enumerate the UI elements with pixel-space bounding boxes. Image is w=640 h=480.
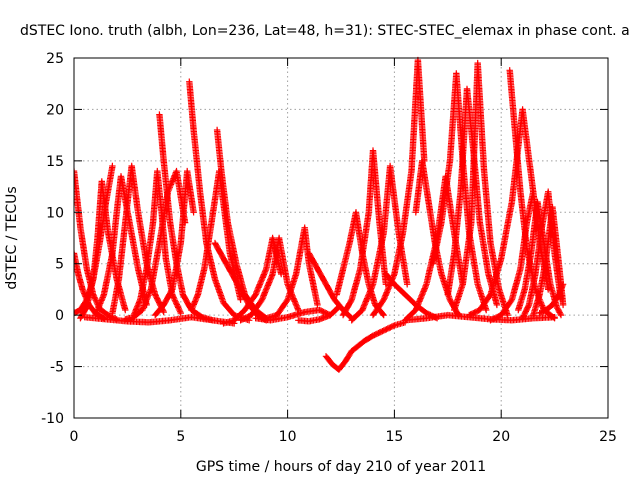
- x-axis-label: GPS time / hours of day 210 of year 2011: [196, 459, 486, 475]
- y-tick-label: -5: [50, 360, 64, 376]
- ticks: [73, 57, 609, 419]
- x-tick-label: 15: [385, 429, 403, 445]
- series-1-points: [74, 167, 120, 323]
- x-tick-label: 5: [176, 429, 185, 445]
- series-layer: [74, 56, 567, 373]
- series-24-points: [348, 162, 411, 324]
- y-tick-label: 10: [46, 205, 64, 221]
- y-axis-label: dSTEC / TECUs: [4, 186, 20, 289]
- series-31-points: [451, 59, 511, 319]
- series-14: [211, 239, 270, 324]
- series-18-points: [252, 306, 334, 324]
- series-20-points: [295, 303, 343, 325]
- series-38: [536, 281, 567, 317]
- plot-frame: [73, 57, 609, 419]
- series-40: [401, 311, 558, 324]
- y-tick-label: 25: [46, 51, 64, 67]
- x-tick-label: 25: [599, 429, 617, 445]
- series-1: [74, 167, 120, 323]
- series-35: [515, 198, 565, 319]
- series-31: [451, 59, 511, 319]
- y-tick-labels: -10 -5 0 5 10 15 20 25: [41, 51, 64, 427]
- series-39-points: [81, 314, 238, 327]
- series-21: [322, 319, 409, 373]
- chart-title: dSTEC Iono. truth (albh, Lon=236, Lat=48…: [20, 23, 630, 39]
- series-10-points: [152, 167, 197, 319]
- y-tick-label: 20: [46, 102, 64, 118]
- x-tick-label: 10: [279, 429, 297, 445]
- y-tick-label: -10: [41, 411, 64, 427]
- series-21-points: [322, 319, 409, 373]
- series-18: [252, 306, 334, 324]
- series-39: [81, 314, 238, 327]
- y-tick-label: 5: [55, 257, 64, 273]
- series-40-points: [401, 311, 558, 324]
- series-20: [295, 303, 343, 325]
- series-35-points: [515, 198, 565, 319]
- x-tick-label: 0: [70, 429, 79, 445]
- y-tick-label: 15: [46, 154, 64, 170]
- series-14-points: [211, 239, 270, 324]
- x-tick-labels: 0 5 10 15 20 25: [70, 429, 617, 445]
- x-tick-label: 20: [492, 429, 510, 445]
- series-10: [152, 167, 197, 319]
- y-tick-label: 0: [55, 308, 64, 324]
- series-38-points: [536, 281, 567, 317]
- series-24: [348, 162, 411, 324]
